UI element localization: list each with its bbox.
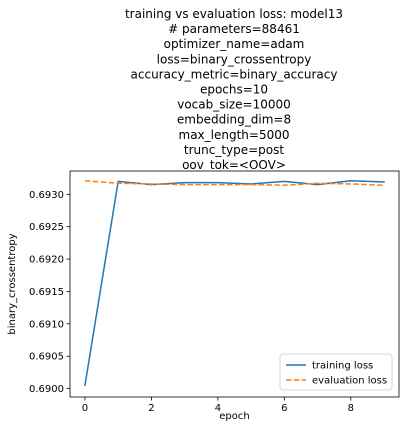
title-line: optimizer_name=adam [164, 37, 305, 51]
y-tick-label: 0.6910 [29, 319, 64, 330]
y-tick-label: 0.6905 [29, 352, 64, 363]
x-tick-label: 2 [148, 403, 154, 414]
y-tick-label: 0.6900 [29, 384, 64, 395]
y-axis-label: binary_crossentropy [7, 233, 18, 334]
y-tick-label: 0.6915 [29, 287, 64, 298]
chart-title: training vs evaluation loss: model13# pa… [125, 7, 343, 172]
title-line: training vs evaluation loss: model13 [125, 7, 343, 21]
y-tick-label: 0.6930 [29, 190, 64, 201]
title-line: epochs=10 [200, 83, 268, 97]
legend-label: training loss [312, 361, 373, 372]
title-line: trunc_type=post [184, 143, 285, 157]
x-axis-label: epoch [219, 411, 249, 422]
x-axis: 0 2 4 6 8 [82, 397, 354, 414]
x-tick-label: 6 [281, 403, 287, 414]
title-line: # parameters=88461 [168, 22, 300, 36]
y-axis: 0.6900 0.6905 0.6910 0.6915 0.6920 0.6925 0.69… [29, 190, 70, 395]
y-tick-label: 0.6920 [29, 255, 64, 266]
title-line: loss=binary_crossentropy [157, 52, 312, 66]
legend-label: evaluation loss [312, 376, 387, 387]
title-line: oov_tok=<OOV> [182, 158, 286, 172]
title-line: max_length=5000 [179, 128, 290, 142]
series-lines [84, 179, 385, 387]
title-line: embedding_dim=8 [177, 113, 291, 127]
title-line: vocab_size=10000 [177, 98, 291, 112]
y-tick-label: 0.6925 [29, 222, 64, 233]
legend-box [279, 353, 393, 391]
x-tick-label: 4 [215, 403, 221, 414]
legend: training loss evaluation loss [279, 353, 393, 391]
series-line-evaluation-loss [84, 179, 385, 186]
x-tick-label: 0 [82, 403, 88, 414]
x-tick-label: 8 [348, 403, 354, 414]
title-line: accuracy_metric=binary_accuracy [131, 67, 338, 81]
